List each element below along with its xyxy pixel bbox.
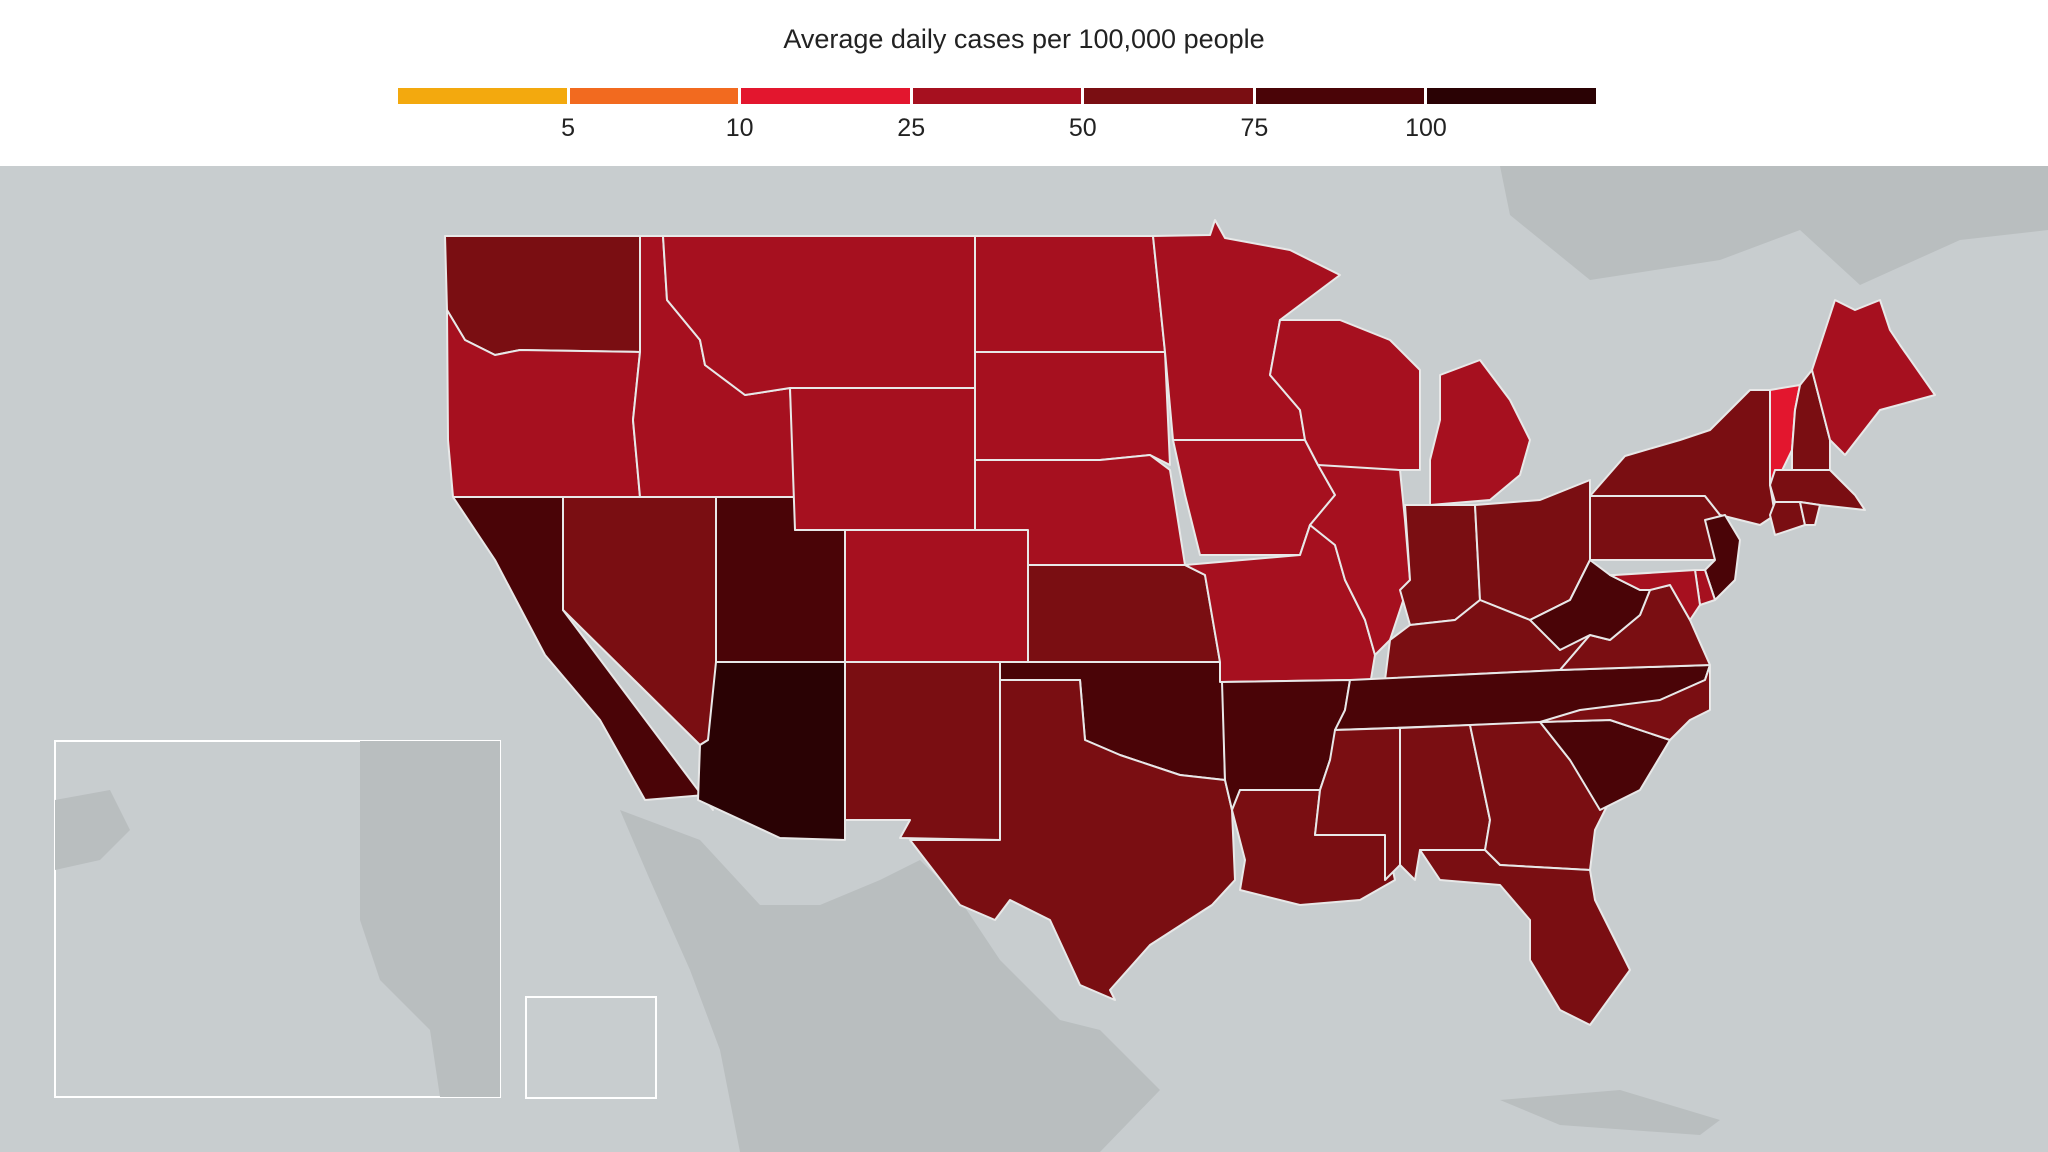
state-me [1811,299,1936,456]
scale-segment [741,88,910,104]
state-wa [444,235,641,356]
color-scale [398,88,1597,104]
scale-tick-label: 100 [1405,114,1447,142]
state-ks [1027,564,1221,663]
state-nj [1704,514,1741,601]
state-wi [1269,319,1421,471]
state-nc [1539,664,1711,741]
state-la [1231,789,1396,906]
state-co [844,529,1029,663]
scale-tick-label: 75 [1240,114,1269,142]
scale-segment [912,88,1082,104]
state-mi [1429,359,1531,506]
scale-segment [1255,88,1425,104]
state-in [1399,504,1481,626]
legend-title: Average daily cases per 100,000 people [783,24,1265,54]
scale-segment [1084,88,1253,104]
scale-tick-label: 5 [561,114,576,142]
cuba-land [1500,1090,1720,1135]
scale-tick-label: 25 [897,114,926,142]
alaska-canada-land [360,741,500,1097]
scale-segment [1427,88,1597,104]
canada-land [340,166,2048,285]
inset-boxes [54,740,657,1099]
scale-tick-label: 50 [1068,114,1097,142]
scale-tick-label: 10 [725,114,754,142]
state-md [1609,569,1701,621]
state-ms [1314,727,1401,881]
scale-segment [569,88,739,104]
us-choropleth-map [0,166,2048,1152]
state-ct [1769,501,1806,536]
state-sd [974,351,1171,466]
state-pa [1589,495,1721,561]
scale-segment [398,88,567,104]
state-il [1309,464,1411,656]
legend-header: Average daily cases per 100,000 people 5… [0,0,2048,166]
state-nm [844,661,1001,841]
state-tx [909,679,1236,1001]
hawaii-inset-frame [525,996,657,1099]
state-fl [1419,849,1631,1026]
mexico-land [620,810,1160,1152]
state-ri [1799,501,1821,526]
alaska-russia-land [55,790,130,870]
state-nd [974,235,1166,353]
state-wy [789,387,976,531]
